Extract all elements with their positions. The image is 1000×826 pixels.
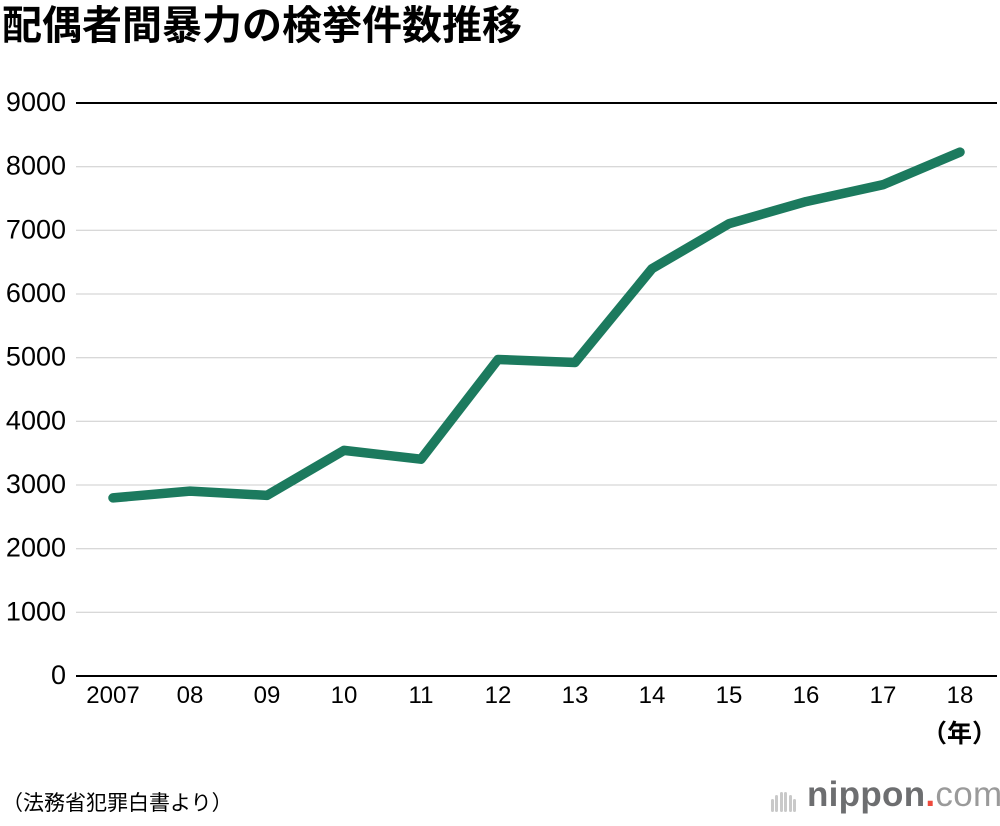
svg-text:14: 14 <box>639 682 666 709</box>
svg-text:18: 18 <box>947 682 974 709</box>
svg-text:08: 08 <box>177 682 204 709</box>
svg-text:2000: 2000 <box>6 533 66 563</box>
svg-text:5000: 5000 <box>6 342 66 372</box>
svg-text:6000: 6000 <box>6 278 66 308</box>
svg-text:15: 15 <box>716 682 743 709</box>
svg-text:1000: 1000 <box>6 596 66 626</box>
svg-text:（年）: （年） <box>922 714 997 750</box>
svg-text:2007: 2007 <box>86 682 139 709</box>
svg-text:11: 11 <box>409 682 434 709</box>
svg-text:4000: 4000 <box>6 405 66 435</box>
svg-text:13: 13 <box>562 682 589 709</box>
svg-text:3000: 3000 <box>6 469 66 499</box>
svg-text:0: 0 <box>51 660 66 690</box>
svg-text:16: 16 <box>793 682 820 709</box>
svg-text:8000: 8000 <box>6 151 66 181</box>
svg-text:10: 10 <box>331 682 358 709</box>
svg-text:17: 17 <box>870 682 897 709</box>
svg-text:7000: 7000 <box>6 214 66 244</box>
svg-text:09: 09 <box>254 682 281 709</box>
svg-text:12: 12 <box>485 682 512 709</box>
svg-text:9000: 9000 <box>6 87 66 117</box>
